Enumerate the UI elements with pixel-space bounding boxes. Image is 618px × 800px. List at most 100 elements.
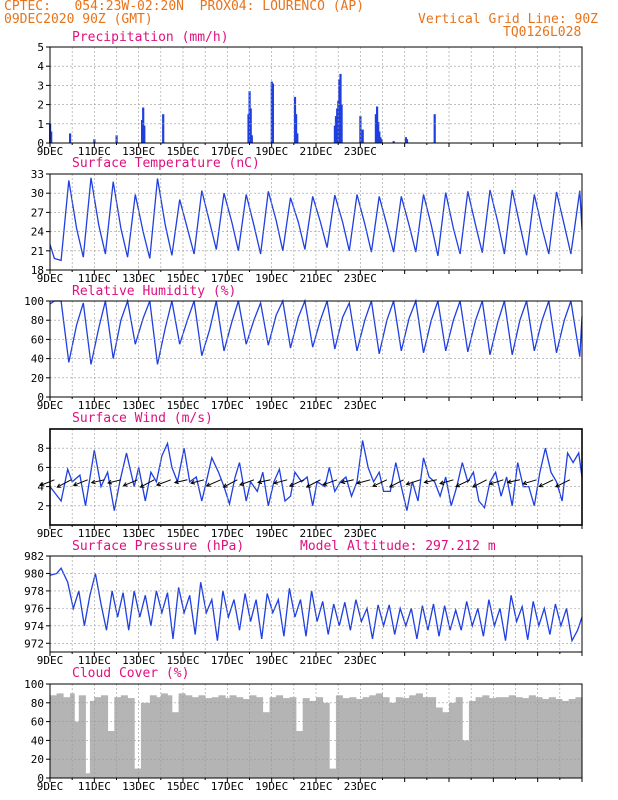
x-tick-label: 21DEC bbox=[299, 654, 332, 667]
precip-bar bbox=[392, 141, 395, 143]
cloud-bar bbox=[548, 697, 556, 778]
cloud-bar bbox=[198, 695, 206, 778]
header-grid-line: Vertical Grid Line: 90Z bbox=[418, 12, 599, 27]
cloud-bar bbox=[296, 731, 304, 778]
wind-arrow bbox=[507, 479, 521, 483]
cloud-bar bbox=[156, 697, 162, 778]
y-tick-label: 60 bbox=[31, 716, 44, 729]
wind-arrow bbox=[356, 479, 371, 484]
cloud-bar bbox=[395, 697, 403, 778]
cloud-bar bbox=[369, 695, 377, 778]
cloud-bar bbox=[415, 693, 423, 778]
x-tick-label: 9DEC bbox=[37, 272, 64, 285]
x-tick-label: 11DEC bbox=[78, 272, 111, 285]
wind-arrow bbox=[239, 479, 255, 486]
cloud-bar bbox=[349, 697, 357, 778]
wind-arrow-head bbox=[455, 482, 461, 488]
wind-arrow bbox=[174, 479, 188, 484]
cloud-bar bbox=[249, 695, 257, 778]
precip-bar bbox=[249, 108, 252, 143]
cloud-bar bbox=[535, 697, 543, 778]
header-date: 09DEC2020 90Z (GMT) bbox=[4, 12, 153, 27]
wind-arrow bbox=[489, 479, 504, 485]
wind-arrow bbox=[522, 479, 537, 485]
x-tick-label: 23DEC bbox=[344, 654, 377, 667]
wind-arrow bbox=[439, 479, 454, 485]
cloud-bar bbox=[316, 697, 324, 778]
cloud-bar bbox=[455, 697, 463, 778]
wind-arrow-head bbox=[222, 483, 228, 488]
x-tick-label: 21DEC bbox=[299, 145, 332, 158]
y-tick-label: 982 bbox=[24, 550, 44, 563]
cloud-bar bbox=[127, 698, 135, 778]
precip-bar bbox=[142, 107, 145, 143]
cloud-bar bbox=[63, 697, 71, 778]
cloud-bar bbox=[262, 712, 270, 778]
cloud-bar bbox=[276, 695, 284, 778]
x-tick-label: 19DEC bbox=[255, 527, 288, 540]
wind-arrow bbox=[455, 479, 471, 487]
cloud-bar bbox=[409, 695, 417, 778]
cloud-bar bbox=[568, 699, 576, 778]
x-tick-label: 9DEC bbox=[37, 527, 64, 540]
x-tick-label: 9DEC bbox=[37, 145, 64, 158]
y-tick-label: 972 bbox=[24, 637, 44, 650]
precip-bar bbox=[405, 139, 409, 143]
y-tick-label: 80 bbox=[31, 697, 44, 710]
wind-arrow-head bbox=[90, 479, 96, 485]
x-tick-label: 23DEC bbox=[344, 399, 377, 412]
wind-arrow-head bbox=[522, 480, 528, 486]
precip-bar bbox=[374, 114, 377, 143]
wind-arrow-head bbox=[471, 483, 477, 488]
cloud-bar bbox=[435, 707, 443, 778]
panel-title: Precipitation (mm/h) bbox=[72, 30, 229, 45]
wind-arrow bbox=[140, 479, 155, 488]
cloud-bar bbox=[575, 697, 583, 778]
precip-bar bbox=[359, 116, 362, 143]
cloud-bar bbox=[134, 768, 142, 778]
wind-arrow bbox=[341, 479, 354, 483]
cloud-bar bbox=[178, 693, 186, 778]
y-tick-label: 2 bbox=[37, 99, 44, 112]
x-tick-label: 21DEC bbox=[299, 527, 332, 540]
x-tick-label: 11DEC bbox=[78, 399, 111, 412]
cloud-bar bbox=[508, 695, 516, 778]
wind-arrow bbox=[257, 479, 271, 483]
precip-bar bbox=[162, 114, 165, 143]
cloud-bar bbox=[362, 697, 370, 778]
y-tick-label: 27 bbox=[31, 206, 44, 219]
precip-bar bbox=[433, 114, 436, 143]
x-tick-label: 15DEC bbox=[166, 780, 199, 793]
precip-bar bbox=[296, 133, 299, 143]
x-tick-label: 11DEC bbox=[78, 145, 111, 158]
cloud-bar bbox=[389, 702, 397, 778]
header-code: TQ0126L028 bbox=[503, 25, 582, 40]
x-tick-label: 13DEC bbox=[122, 272, 155, 285]
cloud-bar bbox=[218, 695, 226, 778]
y-tick-label: 21 bbox=[31, 245, 44, 258]
wind-arrow-head bbox=[423, 479, 429, 485]
x-tick-label: 11DEC bbox=[78, 780, 111, 793]
cloud-bar bbox=[85, 773, 91, 778]
cloud-bar bbox=[475, 697, 483, 778]
cloud-bar bbox=[302, 698, 310, 778]
cloud-bar bbox=[482, 695, 490, 778]
wind-arrow-head bbox=[405, 481, 411, 486]
panel-title: Surface Pressure (hPa) bbox=[72, 539, 244, 554]
y-tick-label: 0 bbox=[37, 772, 44, 785]
cloud-bar bbox=[140, 702, 151, 778]
precip-bar bbox=[271, 83, 274, 143]
wind-arrow bbox=[389, 479, 404, 488]
cloud-bar bbox=[149, 695, 157, 778]
x-tick-label: 13DEC bbox=[122, 780, 155, 793]
y-tick-label: 100 bbox=[24, 295, 44, 308]
y-tick-label: 976 bbox=[24, 602, 44, 615]
cloud-bar bbox=[329, 768, 337, 778]
x-tick-label: 13DEC bbox=[122, 654, 155, 667]
wind-arrow-head bbox=[190, 480, 196, 485]
cloud-bar bbox=[542, 699, 550, 778]
model-altitude: Model Altitude: 297.212 m bbox=[300, 539, 496, 554]
y-tick-label: 30 bbox=[31, 187, 44, 200]
y-tick-label: 974 bbox=[24, 620, 44, 633]
wind-arrow bbox=[472, 479, 487, 488]
